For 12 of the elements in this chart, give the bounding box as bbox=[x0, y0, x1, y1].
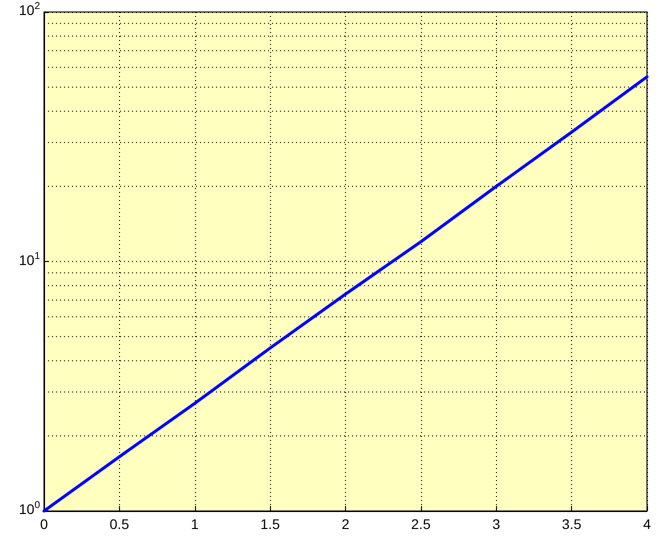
x-tick-label: 0.5 bbox=[108, 516, 130, 532]
x-tick-label: 2 bbox=[340, 516, 350, 532]
x-tick-label: 4 bbox=[642, 516, 652, 532]
y-tick-label: 10$^{0}$ bbox=[18, 500, 40, 517]
x-tick-label: 2.5 bbox=[410, 516, 432, 532]
x-tick-label: 0 bbox=[39, 516, 49, 532]
y-tick-label: 10$^{2}$ bbox=[18, 1, 40, 18]
x-tick-label: 3.5 bbox=[560, 516, 582, 532]
x-tick-label: 1.5 bbox=[259, 516, 281, 532]
y-tick-label: 10$^{1}$ bbox=[18, 250, 40, 268]
x-tick-label: 1 bbox=[190, 516, 200, 532]
x-tick-label: 3 bbox=[491, 516, 502, 532]
